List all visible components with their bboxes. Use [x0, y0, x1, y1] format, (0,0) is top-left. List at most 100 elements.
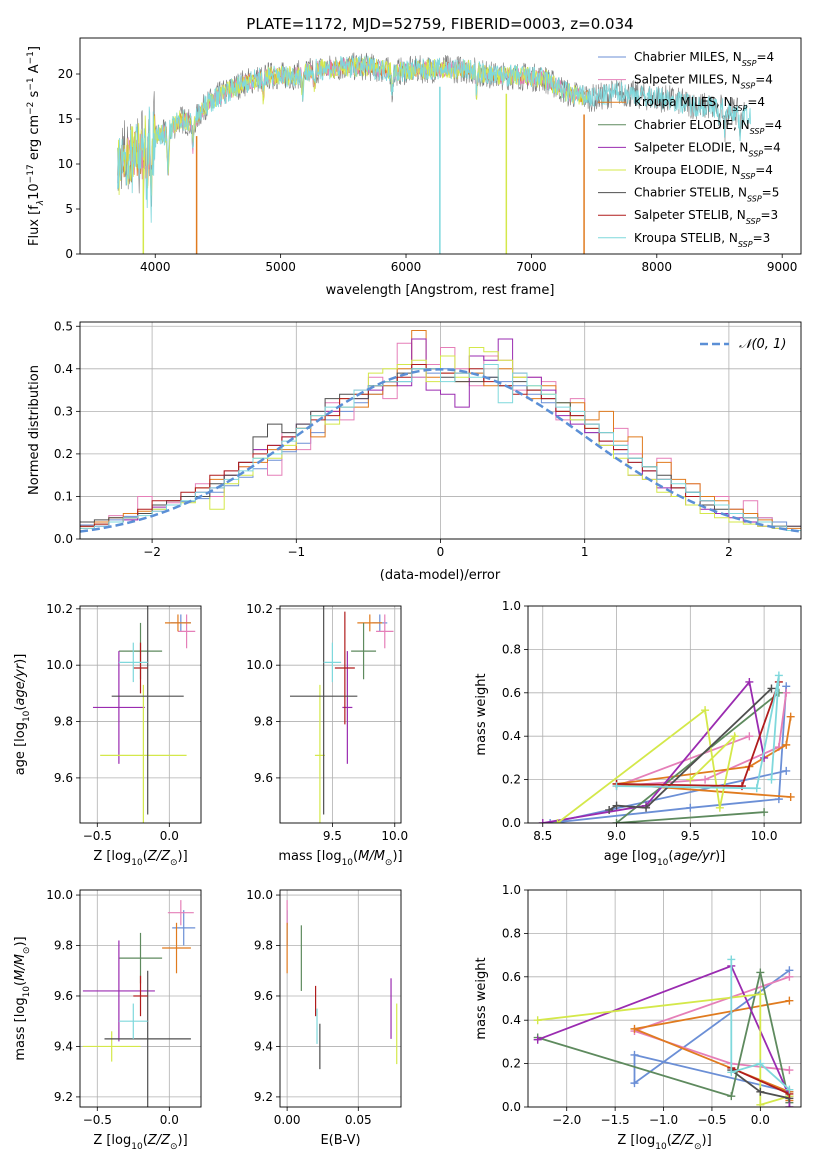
y-tick-label: 9.8 [254, 715, 273, 729]
x-tick-label: 0.0 [751, 1113, 770, 1127]
label-part: ⊙ [694, 1142, 702, 1152]
x-axis-label: Z [log10(Z/Z⊙)] [93, 1133, 187, 1152]
legend-label: Salpeter ELODIE, NSSP=4 [634, 140, 781, 158]
label-part: )] [702, 1133, 712, 1148]
y-tick-label: 0.8 [502, 642, 521, 656]
weight-marker [630, 1024, 639, 1033]
label-part: −2 [26, 102, 36, 115]
weight-marker [786, 792, 795, 801]
legend-nssp: =4 [756, 50, 774, 64]
label-part: Flux [f [27, 205, 42, 246]
x-tick-label: 10.0 [381, 829, 408, 843]
histogram-series [80, 364, 801, 531]
legend-subscript: SSP [733, 104, 748, 113]
plot-area [538, 671, 795, 823]
label-part: A [27, 64, 42, 77]
gaussian-curve [80, 368, 801, 533]
y-tick-label: 0.6 [502, 686, 521, 700]
x-tick-label: 0.0 [160, 829, 179, 843]
weight-line [608, 687, 773, 811]
weight-marker [767, 684, 776, 693]
label-part: erg cm [27, 115, 42, 164]
weight-marker [785, 1103, 794, 1107]
y-tick-label: 1.0 [502, 599, 521, 613]
x-tick-label: 0.0 [160, 1113, 179, 1127]
label-part: 10 [655, 1142, 667, 1152]
weight-marker [752, 784, 761, 793]
legend-subscript: SSP [741, 172, 756, 181]
weight-marker [727, 955, 736, 964]
y-tick-label: 9.6 [254, 989, 273, 1003]
label-part: −1 [26, 77, 36, 90]
y-tick-label: 10 [58, 157, 73, 171]
label-part: 10 [22, 986, 32, 998]
legend-subscript: SSP [741, 81, 756, 90]
legend-nssp: =4 [755, 73, 773, 87]
y-tick-label: 9.2 [54, 1090, 73, 1104]
legend-subscript: SSP [746, 217, 761, 226]
weight-marker [782, 766, 791, 775]
label-part: Z/Z [671, 1133, 695, 1148]
label-part: mass [log [278, 849, 341, 864]
y-tick-label: 0.4 [54, 362, 73, 376]
weight-line [615, 692, 780, 823]
weight-marker [538, 819, 547, 823]
y-tick-label: 0.0 [502, 816, 521, 830]
legend-nssp: =5 [762, 186, 780, 200]
x-tick-label: 0 [437, 545, 445, 559]
label-part: age [log [604, 849, 657, 864]
legend-label: Kroupa ELODIE, NSSP=4 [634, 163, 773, 181]
label-part: ⊙ [170, 1142, 178, 1152]
legend-subscript: SSP [742, 59, 757, 68]
weight-marker [774, 671, 783, 680]
legend-nssp: =3 [760, 208, 778, 222]
label-part: 10 [131, 1142, 143, 1152]
label-part: M/M [358, 849, 385, 864]
plot-area [533, 955, 794, 1107]
y-axis-label: mass weight [474, 957, 489, 1039]
weight-marker [745, 677, 754, 686]
axes-frame [79, 605, 202, 824]
x-tick-label: 9.5 [681, 829, 700, 843]
label-part: age [log [13, 722, 28, 775]
weight-marker [785, 1066, 794, 1075]
label-part: Z [log [93, 849, 131, 864]
panel-mass_vs_ebv: 0.00 0.05 9.2 9.4 9.6 9.8 10.0 E(B-V) [246, 888, 402, 1148]
x-tick-label: 0.00 [274, 1113, 301, 1127]
axes-frame [279, 605, 402, 824]
weight-marker [727, 1068, 736, 1077]
weight-marker [756, 968, 765, 977]
weight-line [537, 972, 791, 1103]
weight-marker [642, 803, 651, 812]
axes-frame [527, 889, 802, 1108]
weight-marker [727, 1092, 736, 1101]
y-tick-label: 10.2 [46, 602, 73, 616]
label-part: )] [178, 849, 188, 864]
x-tick-label: −0.5 [697, 1113, 726, 1127]
y-tick-label: 9.4 [254, 1039, 273, 1053]
weight-marker [756, 990, 765, 999]
label-part: 10 [22, 710, 32, 722]
weight-marker [782, 740, 791, 749]
y-tick-label: 0.2 [54, 447, 73, 461]
y-tick-label: 0.2 [502, 1057, 521, 1071]
panel-age_vs_mass: 9.5 10.0 9.6 9.8 10.0 10.2 mass [log10(M/M⊙)] [246, 602, 408, 868]
x-tick-label: 9.5 [323, 829, 342, 843]
y-axis-label: Flux [fλ10−17 erg cm−2 s−1 A−1] [26, 46, 46, 246]
plot-area [286, 900, 398, 1070]
label-part: s [27, 90, 42, 101]
label-part: ⊙ [385, 858, 393, 868]
weight-marker [630, 1079, 639, 1088]
y-tick-label: 10.0 [246, 658, 273, 672]
label-part: age/yr [673, 849, 716, 864]
y-tick-label: 15 [58, 112, 73, 126]
weight-marker [785, 1085, 794, 1094]
x-axis-label: E(B-V) [320, 1133, 360, 1148]
axes-frame [79, 37, 802, 255]
label-part: ( [143, 849, 148, 864]
legend-label: Chabrier STELIB, NSSP=5 [634, 186, 779, 204]
chart-title: PLATE=1172, MJD=52759, FIBERID=0003, z=0… [246, 15, 633, 33]
y-tick-label: 20 [58, 67, 73, 81]
weight-marker [756, 1087, 765, 1096]
y-axis-label: mass weight [474, 673, 489, 755]
